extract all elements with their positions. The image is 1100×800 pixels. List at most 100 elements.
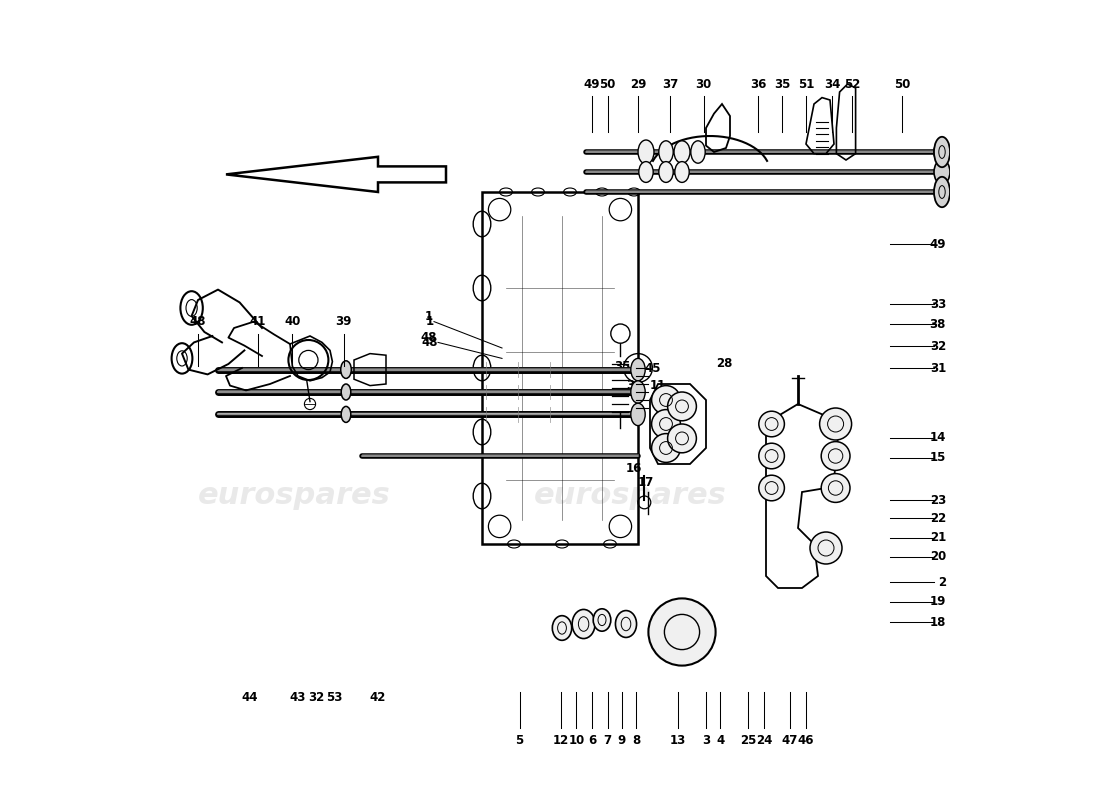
Text: 1: 1 <box>426 315 434 328</box>
Text: 9: 9 <box>618 734 626 746</box>
Ellipse shape <box>638 140 654 164</box>
Text: 4: 4 <box>716 734 725 746</box>
Ellipse shape <box>691 141 705 163</box>
Text: 21: 21 <box>930 531 946 544</box>
Ellipse shape <box>659 141 673 163</box>
Text: 48: 48 <box>421 336 438 349</box>
Text: 48: 48 <box>189 315 207 328</box>
Circle shape <box>610 324 630 343</box>
Text: 11: 11 <box>650 379 667 392</box>
Ellipse shape <box>630 403 646 426</box>
Text: 20: 20 <box>930 550 946 563</box>
Ellipse shape <box>639 162 653 182</box>
Text: 12: 12 <box>553 734 570 746</box>
Ellipse shape <box>934 137 950 167</box>
Circle shape <box>810 532 842 564</box>
Ellipse shape <box>593 609 611 631</box>
Text: 36: 36 <box>750 78 767 90</box>
Text: 5: 5 <box>516 734 524 746</box>
Ellipse shape <box>552 616 572 640</box>
Ellipse shape <box>934 177 950 207</box>
Text: 18: 18 <box>930 616 946 629</box>
Text: 22: 22 <box>930 512 946 525</box>
Text: 31: 31 <box>930 362 946 374</box>
Text: 19: 19 <box>930 595 946 608</box>
Text: 25: 25 <box>740 734 757 746</box>
Circle shape <box>651 434 681 462</box>
Text: 49: 49 <box>583 78 600 90</box>
Text: 32: 32 <box>930 340 946 353</box>
Text: 34: 34 <box>824 78 840 90</box>
Ellipse shape <box>341 361 351 378</box>
Text: 24: 24 <box>756 734 772 746</box>
Text: 39: 39 <box>336 315 352 328</box>
Text: 16: 16 <box>626 462 642 474</box>
Circle shape <box>759 475 784 501</box>
Circle shape <box>648 598 716 666</box>
Bar <box>482 192 638 544</box>
Ellipse shape <box>934 140 950 164</box>
Text: 10: 10 <box>569 734 584 746</box>
Text: 45: 45 <box>645 362 661 374</box>
Circle shape <box>638 496 651 509</box>
Text: 35: 35 <box>773 78 790 90</box>
Text: 44: 44 <box>242 691 258 704</box>
Text: 26: 26 <box>653 411 670 424</box>
Text: 36: 36 <box>626 379 642 392</box>
Text: 14: 14 <box>930 431 946 444</box>
Text: 1: 1 <box>425 310 432 322</box>
Text: 23: 23 <box>930 494 946 506</box>
Text: 37: 37 <box>662 78 678 90</box>
Text: 42: 42 <box>370 691 386 704</box>
Text: 53: 53 <box>326 691 342 704</box>
Text: 30: 30 <box>695 78 712 90</box>
Circle shape <box>759 411 784 437</box>
Text: 48: 48 <box>420 331 437 344</box>
Circle shape <box>668 424 696 453</box>
Ellipse shape <box>572 610 595 638</box>
Text: eurospares: eurospares <box>198 482 390 510</box>
Text: 7: 7 <box>604 734 612 746</box>
Text: 33: 33 <box>930 298 946 310</box>
Circle shape <box>651 386 681 414</box>
Text: eurospares: eurospares <box>534 482 726 510</box>
Text: 50: 50 <box>600 78 616 90</box>
Text: 32: 32 <box>308 691 324 704</box>
Ellipse shape <box>934 160 950 184</box>
Text: 29: 29 <box>630 78 646 90</box>
Ellipse shape <box>674 162 690 182</box>
Text: 6: 6 <box>588 734 596 746</box>
Text: 35: 35 <box>614 360 630 373</box>
Text: 38: 38 <box>930 318 946 330</box>
Circle shape <box>759 443 784 469</box>
Ellipse shape <box>674 141 690 163</box>
Text: 46: 46 <box>798 734 814 746</box>
Text: 52: 52 <box>844 78 860 90</box>
Text: 51: 51 <box>798 78 814 90</box>
Circle shape <box>822 442 850 470</box>
Circle shape <box>651 410 681 438</box>
Text: 40: 40 <box>284 315 300 328</box>
Text: 17: 17 <box>638 476 654 489</box>
Text: 2: 2 <box>938 576 946 589</box>
Text: 41: 41 <box>250 315 266 328</box>
Text: 3: 3 <box>702 734 711 746</box>
Circle shape <box>822 474 850 502</box>
Circle shape <box>305 398 316 410</box>
Text: 50: 50 <box>894 78 910 90</box>
Text: 15: 15 <box>930 451 946 464</box>
Ellipse shape <box>341 384 351 400</box>
Text: 47: 47 <box>782 734 799 746</box>
Text: 8: 8 <box>632 734 640 746</box>
Circle shape <box>820 408 851 440</box>
Ellipse shape <box>630 381 646 403</box>
Text: 28: 28 <box>716 358 733 370</box>
Ellipse shape <box>341 406 351 422</box>
Ellipse shape <box>659 162 673 182</box>
Text: 43: 43 <box>289 691 306 704</box>
Ellipse shape <box>615 610 637 638</box>
Text: 27: 27 <box>658 394 674 406</box>
Text: 49: 49 <box>930 238 946 250</box>
Circle shape <box>668 392 696 421</box>
Text: 13: 13 <box>670 734 686 746</box>
